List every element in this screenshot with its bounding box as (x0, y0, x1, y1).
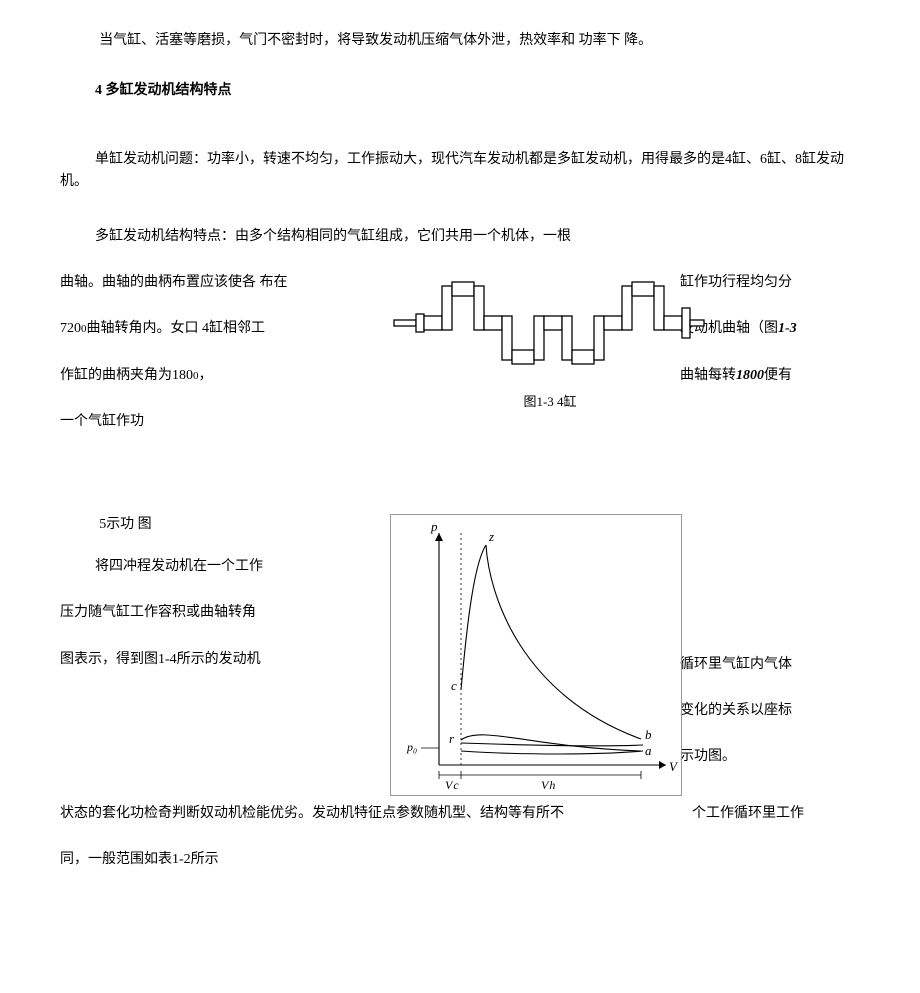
s4-r3-post: 便有 (764, 368, 792, 383)
s4-r3-num: 1800 (736, 368, 764, 383)
pv-label-c: c (451, 678, 457, 693)
s5-l2: 压力随气缸工作容积或曲轴转角 (60, 602, 360, 624)
section4-left-col: 曲轴。曲轴的曲柄布置应该使各 布在 7200曲轴转角内。女口 4缸相邻工 作缸的… (60, 272, 360, 387)
s4-l2-post: 曲轴转角内。女口 4缸相邻工 (87, 321, 266, 336)
pv-label-a: a (645, 743, 652, 758)
s5-r2: 变化的关系以座标 (680, 700, 860, 722)
section4-para1: 单缸发动机问题：功率小，转速不均匀，工作振动大，现代汽车发动机都是多缸发动机，用… (60, 149, 860, 194)
s4-l2-pre: 720 (60, 321, 81, 336)
pv-label-vc: V c (445, 778, 459, 792)
s4-r2-num: 1-3 (778, 321, 797, 336)
section5-right-col: 循环里气缸内气体 变化的关系以座标 示功图。 (680, 654, 860, 793)
pv-label-p0: p₀ (406, 740, 417, 754)
section5-title: 5示功 图 (60, 514, 360, 536)
s4-l3: 作缸的曲柄夹角为1800， (60, 365, 360, 387)
pv-label-z: z (488, 529, 494, 544)
section5-bottom: 个工作循环里工作 状态的套化功检奇判断奴动机检能优劣。发动机特征点参数随机型、结… (60, 803, 860, 872)
s5-r1: 循环里气缸内气体 (680, 654, 860, 676)
intro-paragraph: 当气缸、活塞等磨损，气门不密封时，将导致发动机压缩气体外泄，热效率和 功率下 降… (60, 30, 860, 52)
pv-diagram-icon: p V z c r b a p₀ V c V h (390, 514, 682, 796)
s5-b1-right-wrap: 个工作循环里工作 (692, 803, 860, 849)
section4-wrap: 缸作功行程均匀分 发动机曲轴（图1-3 曲轴每转1800便有 (60, 272, 860, 434)
s4-l1: 曲轴。曲轴的曲柄布置应该使各 布在 (60, 272, 360, 294)
pv-diagram-container: p V z c r b a p₀ V c V h (390, 514, 680, 794)
s4-l2: 7200曲轴转角内。女口 4缸相邻工 (60, 318, 360, 340)
s5-b1-right: 个工作循环里工作 (692, 803, 860, 825)
s4-last: 一个气缸作功 (60, 411, 860, 433)
section4-title: 4 多缸发动机结构特点 (60, 80, 860, 102)
s5-r3: 示功图。 (680, 746, 860, 768)
s5-b2: 同，一般范围如表1-2所示 (60, 849, 860, 871)
section5-left-col: 5示功 图 将四冲程发动机在一个工作 压力随气缸工作容积或曲轴转角 图表示，得到… (60, 514, 360, 672)
crankshaft-icon (390, 268, 710, 378)
s4-l3-post: ， (199, 368, 213, 383)
pv-label-r: r (449, 731, 455, 746)
pv-label-vh: V h (541, 778, 555, 792)
pv-label-v: V (669, 759, 679, 774)
s5-l3: 图表示，得到图1-4所示的发动机 (60, 649, 360, 671)
crankshaft-caption: 图1-3 4缸 (380, 392, 720, 413)
pv-label-b: b (645, 727, 652, 742)
crankshaft-diagram-container: 图1-3 4缸 (380, 268, 720, 413)
s4-l3-pre: 作缸的曲柄夹角为180 (60, 368, 193, 383)
section4-para2-lead: 多缸发动机结构特点：由多个结构相同的气缸组成，它们共用一个机体，一根 (60, 226, 860, 248)
s5-l1: 将四冲程发动机在一个工作 (60, 556, 360, 578)
section5-area: p V z c r b a p₀ V c V h 循环里气缸内气体 变化的关系以… (60, 514, 860, 872)
pv-label-p: p (430, 519, 438, 534)
